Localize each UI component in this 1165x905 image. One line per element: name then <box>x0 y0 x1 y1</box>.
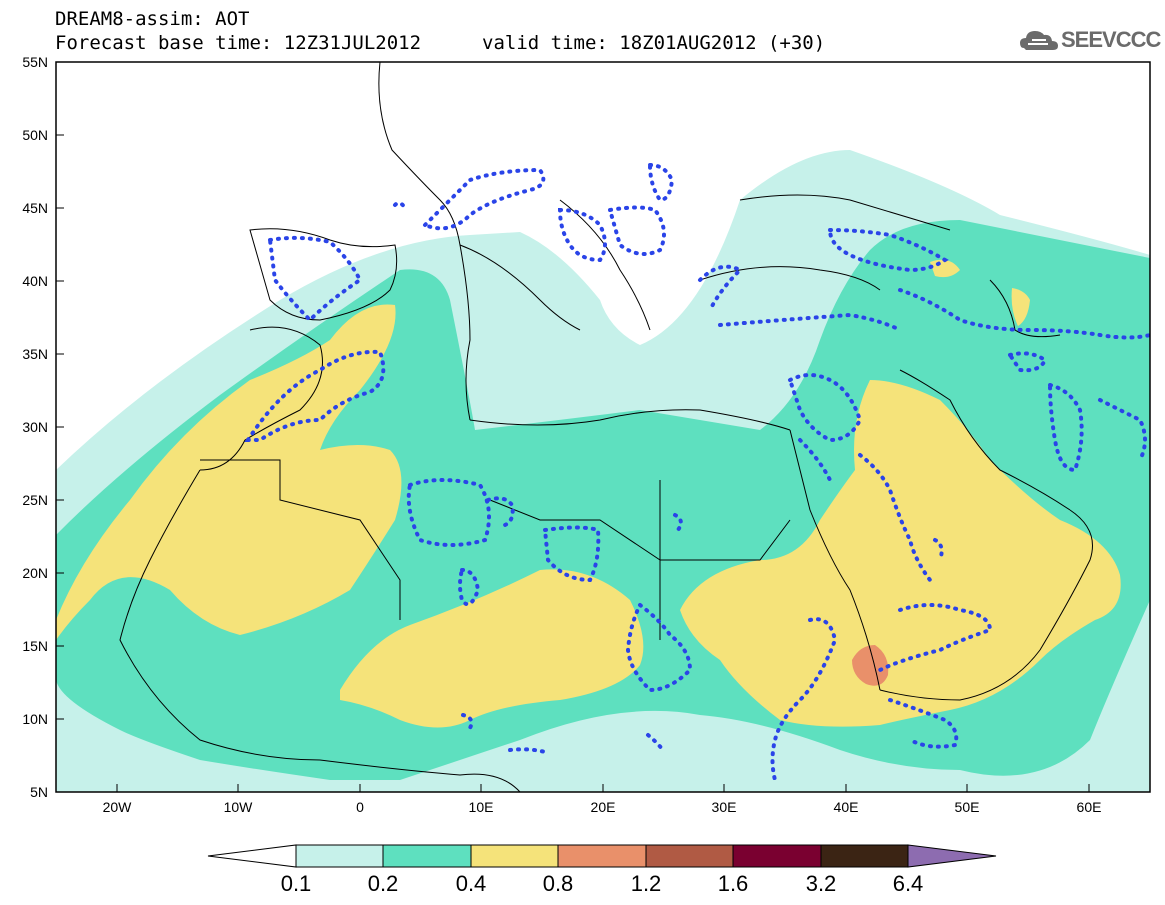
lon-label: 0 <box>356 799 364 815</box>
colorbar-swatch <box>557 844 647 868</box>
lon-label: 10E <box>469 799 494 815</box>
colorbar-label: 0.2 <box>368 871 399 896</box>
cloud-icon <box>1020 31 1058 50</box>
dotted-contours <box>244 162 1150 782</box>
colorbar-swatch <box>382 844 472 868</box>
lon-label: 20E <box>591 799 616 815</box>
colorbar-swatch <box>820 844 909 868</box>
logo-text: SEEVCCC <box>1061 27 1161 52</box>
aot-band-0.4-east <box>680 380 1121 727</box>
title-line-2: Forecast base time: 12Z31JUL2012 <box>55 32 422 54</box>
colorbar-labels: 0.1 0.2 0.4 0.8 1.2 1.6 3.2 6.4 <box>281 871 924 896</box>
lat-label: 5N <box>30 784 48 800</box>
lat-label: 25N <box>22 492 48 508</box>
lat-label: 15N <box>22 638 48 654</box>
aot-band-0.8 <box>852 645 889 686</box>
colorbar-swatch <box>645 844 734 868</box>
lon-label: 10W <box>224 799 254 815</box>
lat-label: 20N <box>22 565 48 581</box>
colorbar-arrow-low <box>207 844 297 868</box>
lat-label: 30N <box>22 419 48 435</box>
lon-label: 30E <box>712 799 737 815</box>
axis-ticks <box>56 61 1090 793</box>
colorbar-arrow-high <box>907 844 997 868</box>
lat-label: 50N <box>22 127 48 143</box>
aot-band-0.4-gulf <box>1011 288 1030 326</box>
lon-label: 20W <box>103 799 133 815</box>
colorbar-label: 3.2 <box>806 871 837 896</box>
colorbar-label: 0.4 <box>456 871 487 896</box>
colorbar-label: 0.8 <box>543 871 574 896</box>
lat-label: 35N <box>22 346 48 362</box>
colorbar-swatch <box>295 844 384 868</box>
coastlines <box>119 62 1093 792</box>
lon-label: 60E <box>1077 799 1102 815</box>
colorbar-label: 1.6 <box>718 871 749 896</box>
colorbar-swatch <box>732 844 822 868</box>
lat-label: 40N <box>22 273 48 289</box>
lon-label: 40E <box>834 799 859 815</box>
lon-label: 50E <box>955 799 980 815</box>
colorbar-label: 1.2 <box>631 871 662 896</box>
colorbar <box>207 844 997 868</box>
colorbar-label: 0.1 <box>281 871 312 896</box>
aot-band-0.4-west <box>56 304 402 640</box>
longitude-labels: 20W 10W 0 10E 20E 30E 40E 50E 60E <box>103 799 1102 815</box>
lat-label: 55N <box>22 54 48 70</box>
colorbar-swatch <box>470 844 559 868</box>
valid-time: valid time: 18Z01AUG2012 (+30) <box>482 32 826 54</box>
lat-label: 45N <box>22 200 48 216</box>
title-line-1: DREAM8-assim: AOT <box>55 8 250 30</box>
latitude-labels: 55N 50N 45N 40N 35N 30N 25N 20N 15N 10N … <box>22 54 48 800</box>
lat-label: 10N <box>22 711 48 727</box>
colorbar-label: 6.4 <box>893 871 924 896</box>
aot-band-0.4-sahel <box>340 569 644 728</box>
